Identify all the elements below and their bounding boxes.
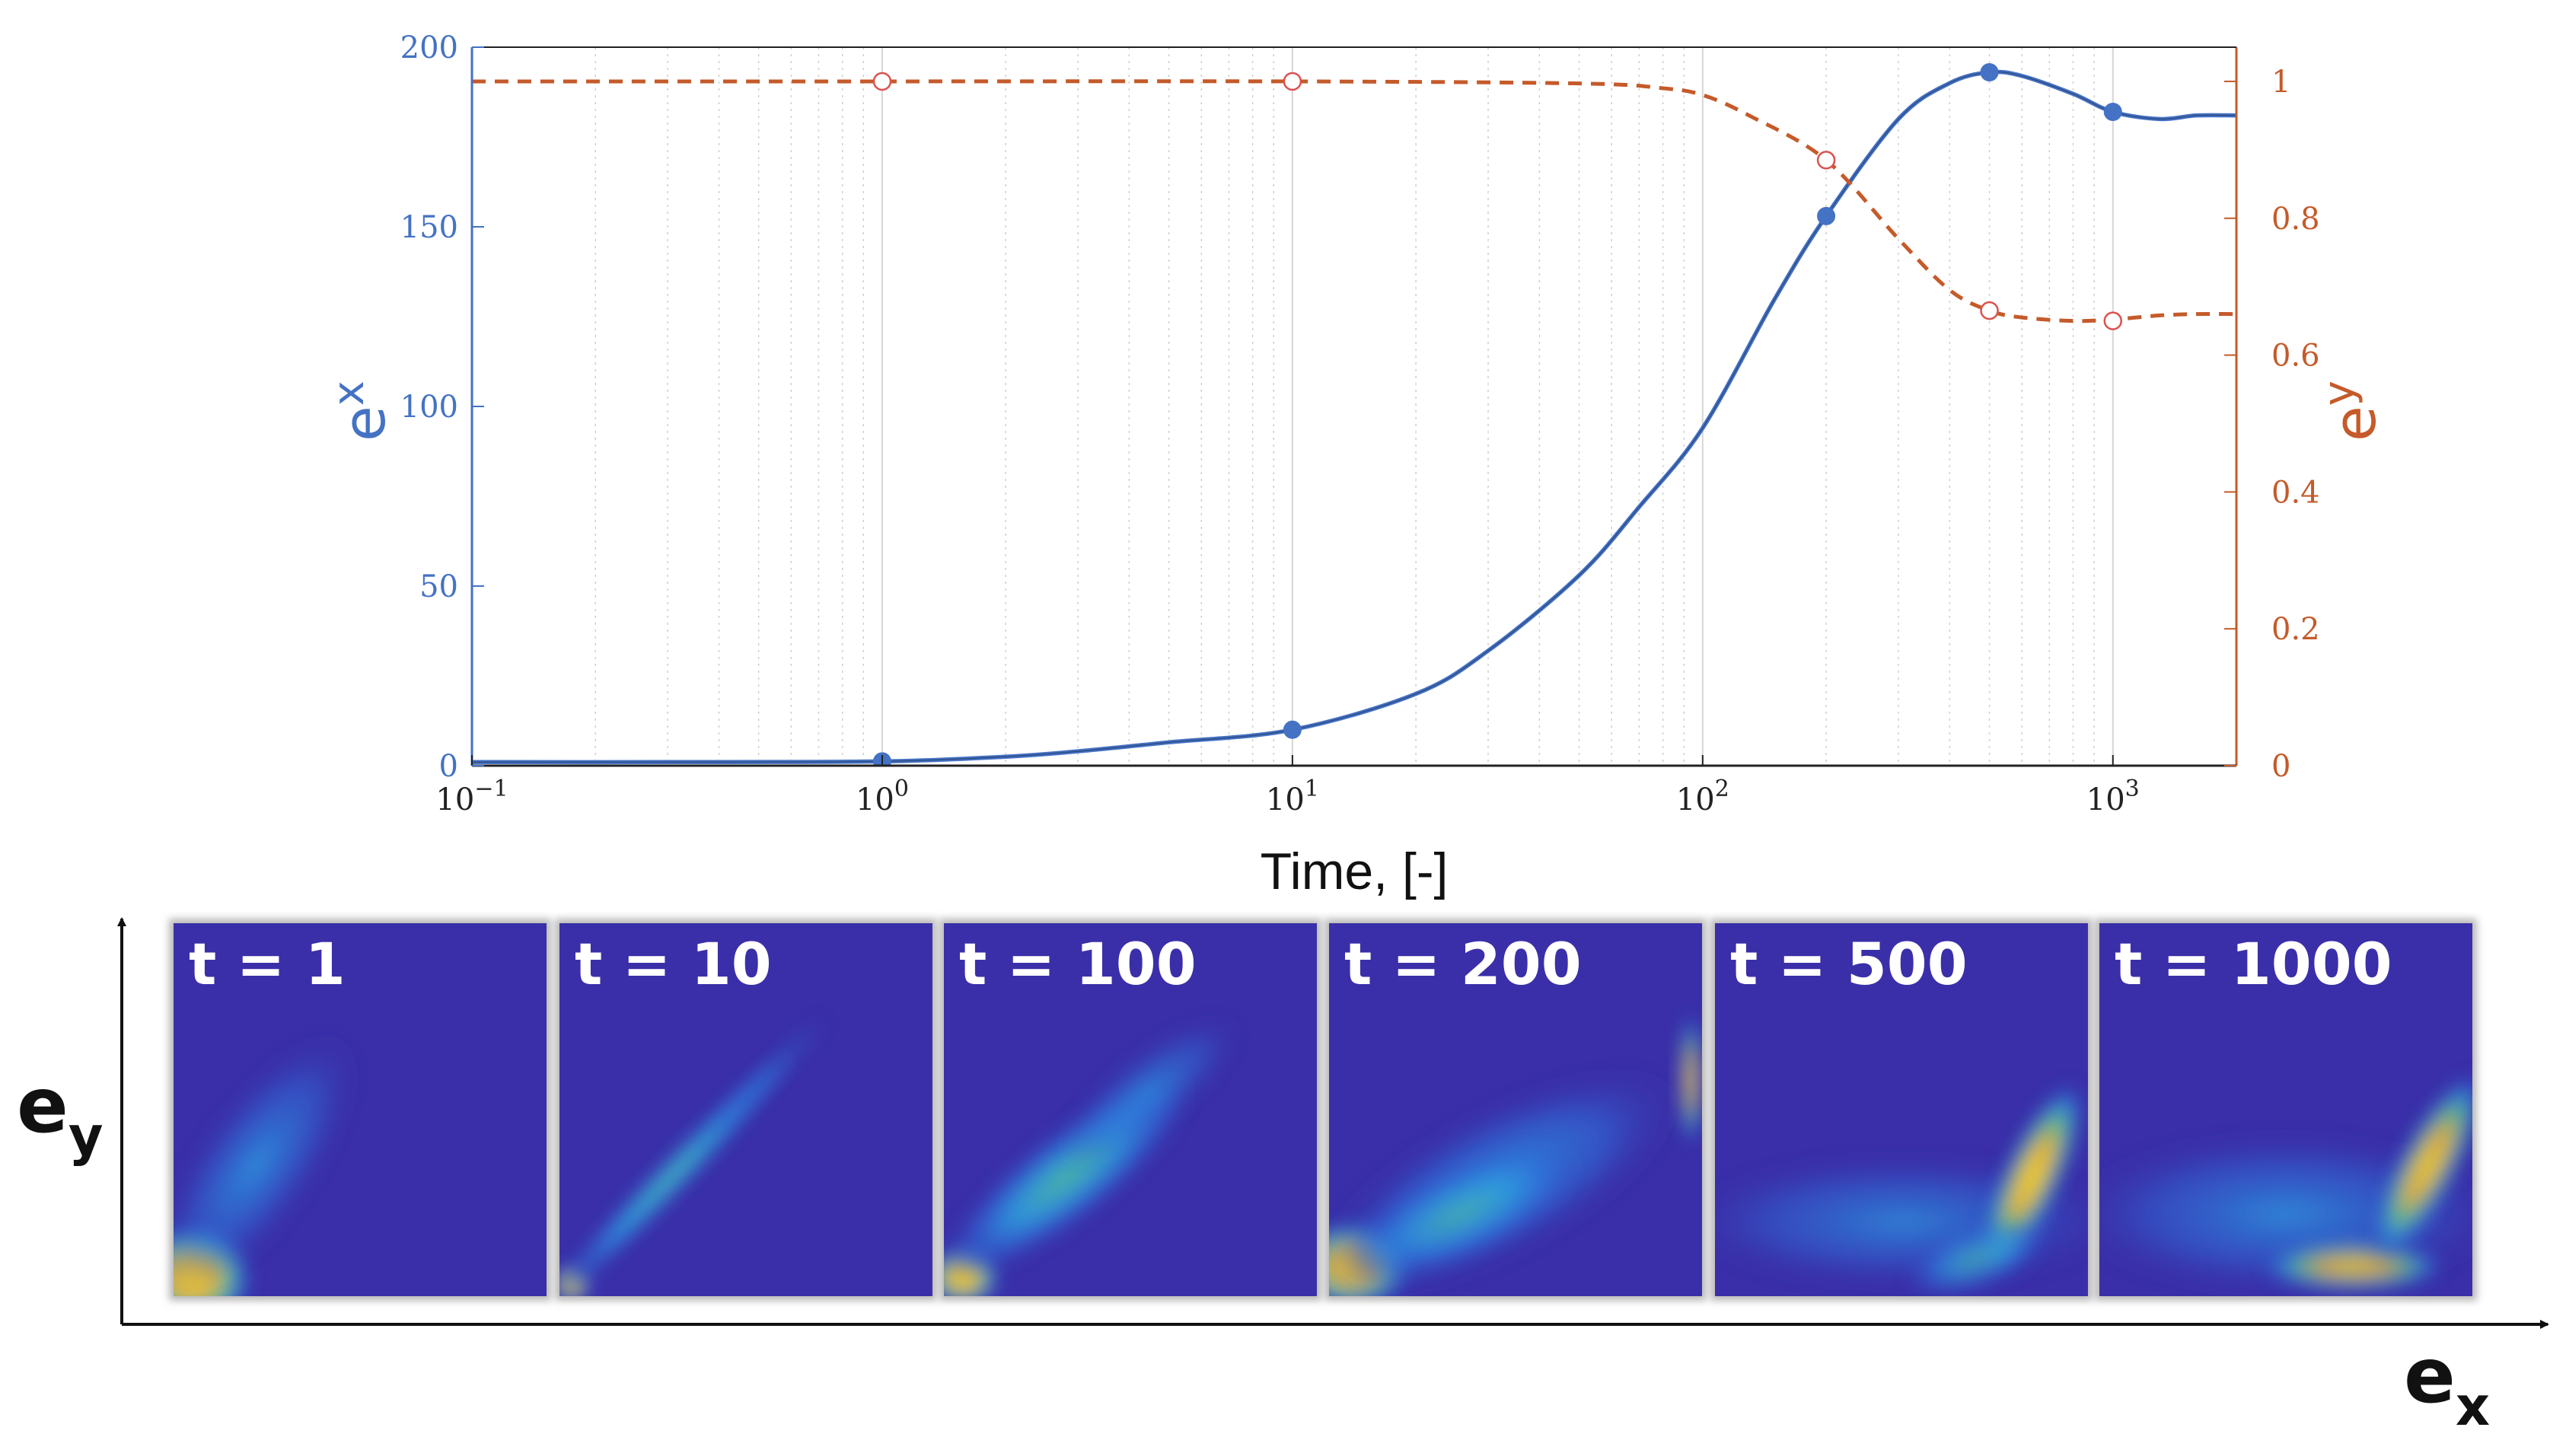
heatmap-panel-label: t = 1000: [2115, 930, 2392, 998]
left-axis-title: ex: [324, 381, 398, 441]
heatmap-x-axis-title-base: e: [2404, 1331, 2456, 1420]
x-tick-label: 101: [1266, 776, 1319, 817]
heatmap-density-blob: [1340, 1145, 1579, 1283]
heatmap-density-blob: [174, 1033, 359, 1296]
x-tick-label-base: 10: [435, 782, 474, 817]
marker-ex: [1283, 720, 1302, 739]
marker-ey: [872, 72, 892, 91]
x-gridlines: [594, 47, 2237, 766]
heatmap-y-axis-title-sub: y: [69, 1105, 104, 1168]
heatmap-panel: t = 1: [169, 919, 551, 1301]
left-tick-label: 150: [400, 210, 458, 245]
heatmap-density-blob: [1679, 1012, 1702, 1148]
x-tick-label: 100: [856, 776, 909, 817]
heatmap-density: [1329, 1012, 1702, 1296]
plot-background: [472, 47, 2236, 766]
marker-ey: [1980, 301, 1999, 320]
series-layer: [472, 63, 2236, 766]
marker-ex: [1980, 63, 1999, 82]
marker-ey: [1283, 72, 1302, 91]
heatmap-panel-label: t = 500: [1730, 930, 1968, 998]
heatmap-density: [944, 1016, 1241, 1296]
right-axis-ticks: 0 0.2 0.4 0.6 0.8 1: [2224, 65, 2320, 784]
right-axis-title: ey: [2315, 381, 2389, 441]
x-tick-label-exp: 2: [1715, 776, 1729, 802]
marker-ey: [2103, 311, 2123, 330]
x-tick-label-base: 10: [856, 782, 894, 817]
heatmap-y-axis-title-base: e: [17, 1061, 69, 1150]
heatmap-density-blob: [1057, 1016, 1241, 1166]
heatmap-panel-label: t = 10: [575, 930, 772, 998]
heatmap-density-blob: [2259, 1240, 2446, 1293]
right-tick-label: 0: [2271, 749, 2290, 784]
heatmap-panel: t = 200: [1324, 919, 1707, 1301]
series-line-ex-core: [472, 71, 2236, 763]
heatmap-panel-label: t = 100: [959, 930, 1197, 998]
marker-ex: [1817, 206, 1836, 225]
right-axis-title-sub: y: [2315, 381, 2364, 406]
x-tick-label: 102: [1676, 776, 1729, 817]
heatmap-density-blob: [699, 1012, 830, 1148]
x-ticks: 10−1 100 101 102 103: [435, 755, 2140, 817]
heatmap-panel-label: t = 1: [189, 930, 346, 998]
right-tick-label: 1: [2271, 65, 2290, 100]
x-tick-label-base: 10: [1676, 782, 1715, 817]
heatmap-panel: t = 100: [939, 919, 1321, 1301]
left-axis-ticks: 0 50 100 150 200: [400, 30, 484, 784]
left-tick-label: 50: [419, 569, 458, 604]
left-axis-title-base: e: [330, 406, 398, 441]
heatmap-panel-label: t = 200: [1344, 930, 1582, 998]
heatmap-axes: ey ex: [17, 917, 2549, 1438]
left-axis-title-sub: x: [324, 381, 374, 406]
x-tick-label-exp: 3: [2125, 776, 2140, 802]
heatmap-x-axis-title: ex: [2404, 1331, 2490, 1438]
right-tick-label: 0.4: [2271, 475, 2320, 510]
right-tick-label: 0.2: [2271, 612, 2320, 647]
x-tick-label-base: 10: [2086, 782, 2125, 817]
left-tick-label: 100: [400, 390, 458, 425]
heatmap-panels: t = 1 t = 10 t = 100 t = 200 t = 500 t = 1000: [169, 919, 2477, 1301]
left-tick-label: 200: [400, 30, 458, 65]
marker-ey: [1816, 151, 1836, 170]
right-tick-label: 0.6: [2271, 339, 2320, 374]
heatmap-y-axis-title: ey: [17, 1061, 103, 1168]
right-axis-title-base: e: [2321, 406, 2389, 441]
heatmap-panel: t = 1000: [2095, 919, 2477, 1301]
x-tick-label-exp: 1: [1305, 776, 1319, 802]
right-tick-label: 0.8: [2271, 202, 2320, 237]
heatmap-density: [2099, 1072, 2472, 1296]
heatmap-density: [1715, 1081, 2088, 1296]
heatmap-panel: t = 500: [1710, 919, 2093, 1301]
heatmap-density-blob: [1905, 1221, 2048, 1296]
marker-ex: [2103, 102, 2122, 121]
x-tick-label-base: 10: [1266, 782, 1305, 817]
x-tick-label: 10−1: [435, 776, 508, 817]
heatmap-panel: t = 10: [555, 919, 937, 1301]
x-tick-label-exp: 0: [894, 776, 909, 802]
x-tick-label: 103: [2086, 776, 2140, 817]
x-axis-title: Time, [-]: [1261, 843, 1449, 900]
heatmap-density: [559, 1012, 830, 1296]
series-line-ey: [472, 79, 2236, 323]
x-tick-label-exp: −1: [474, 776, 508, 802]
heatmap-density: [174, 1033, 359, 1296]
heatmap-density-blob: [2372, 1072, 2472, 1260]
left-tick-label: 0: [439, 749, 458, 784]
heatmap-x-axis-title-sub: x: [2456, 1375, 2490, 1438]
